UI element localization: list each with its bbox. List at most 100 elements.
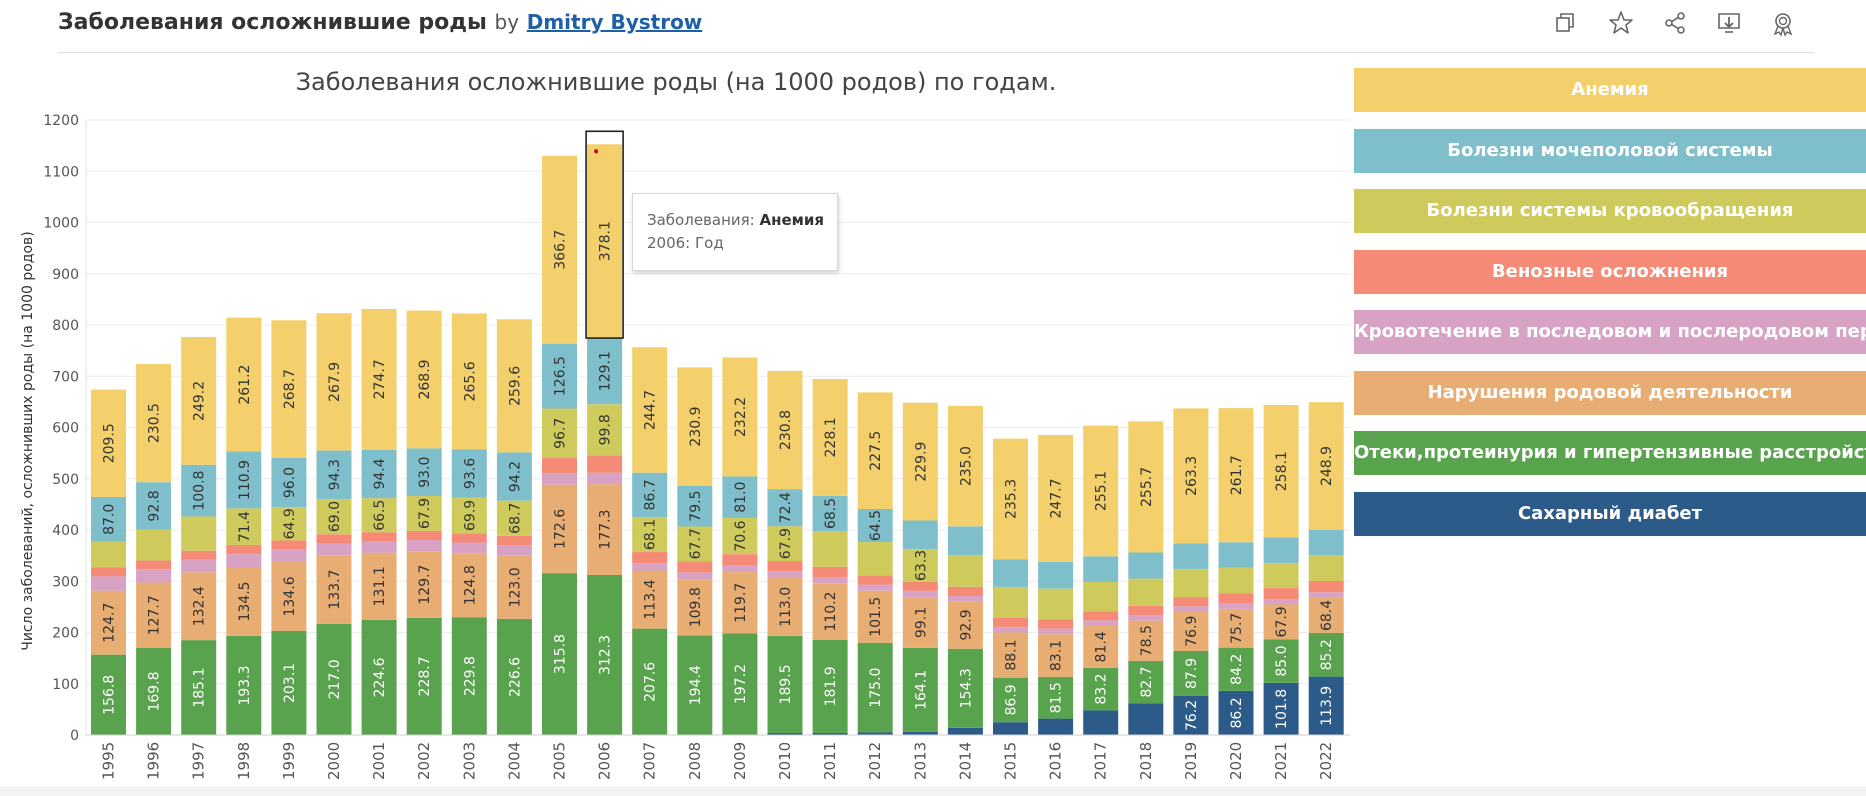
bar-segment[interactable]	[1128, 421, 1164, 553]
bar-segment[interactable]	[993, 586, 1028, 618]
bar-segment[interactable]	[271, 320, 307, 458]
bar-segment[interactable]	[993, 559, 1028, 587]
bar-segment[interactable]	[1083, 611, 1119, 621]
bar-segment[interactable]	[947, 596, 983, 602]
bar-segment[interactable]	[902, 581, 938, 591]
bar-segment[interactable]	[857, 642, 893, 733]
bar-segment[interactable]	[316, 498, 352, 535]
bar-segment[interactable]	[1263, 562, 1299, 589]
bar-segment[interactable]	[587, 404, 623, 456]
bar-segment[interactable]	[1083, 556, 1119, 582]
bar-segment[interactable]	[91, 567, 126, 577]
bar-segment[interactable]	[947, 601, 983, 649]
bar-segment[interactable]	[993, 632, 1028, 678]
bar-segment[interactable]	[632, 628, 668, 735]
bar-segment[interactable]	[496, 545, 532, 556]
bar-segment[interactable]	[406, 617, 442, 735]
bar-segment[interactable]	[767, 370, 803, 490]
bar-segment[interactable]	[722, 476, 758, 518]
bar-segment[interactable]	[271, 561, 307, 631]
bar-segment[interactable]	[993, 617, 1028, 627]
bar-segment[interactable]	[857, 584, 893, 591]
bar-segment[interactable]	[632, 472, 668, 518]
bar-segment[interactable]	[1218, 608, 1254, 648]
bar-segment[interactable]	[181, 516, 217, 551]
bar-segment[interactable]	[1038, 634, 1074, 677]
bar-segment[interactable]	[1263, 604, 1299, 640]
bar-segment[interactable]	[993, 626, 1028, 633]
bar-segment[interactable]	[902, 590, 938, 598]
bar-segment[interactable]	[1308, 632, 1344, 677]
bar-segment[interactable]	[1083, 667, 1119, 711]
bar-segment[interactable]	[542, 408, 577, 459]
bar-segment[interactable]	[496, 500, 532, 536]
bar-segment[interactable]	[1263, 537, 1299, 563]
bar-segment[interactable]	[767, 489, 803, 527]
bar-segment[interactable]	[947, 555, 983, 587]
bar-segment[interactable]	[136, 364, 172, 483]
bar-segment[interactable]	[1308, 402, 1344, 530]
bar-segment[interactable]	[91, 590, 126, 655]
bar-segment[interactable]	[406, 551, 442, 618]
bar-segment[interactable]	[451, 497, 487, 534]
bar-segment[interactable]	[947, 526, 983, 556]
bar-segment[interactable]	[226, 317, 262, 452]
bar-segment[interactable]	[1218, 567, 1254, 594]
bar-segment[interactable]	[1083, 626, 1119, 668]
bar-segment[interactable]	[902, 402, 938, 521]
bar-segment[interactable]	[677, 572, 713, 580]
bar-segment[interactable]	[1173, 611, 1209, 651]
bar-segment[interactable]	[677, 561, 713, 573]
bar-segment[interactable]	[542, 155, 577, 344]
bar-segment[interactable]	[1173, 606, 1209, 612]
favorite-star-icon[interactable]	[1606, 8, 1636, 38]
bar-segment[interactable]	[857, 542, 893, 576]
legend-item[interactable]: Отеки,протеинурия и гипертензивные расст…	[1354, 431, 1866, 475]
bar-segment[interactable]	[136, 647, 172, 735]
bar-segment[interactable]	[361, 619, 397, 735]
bar-segment[interactable]	[722, 633, 758, 735]
bar-segment[interactable]	[1038, 561, 1074, 589]
legend-item[interactable]: Болезни системы кровообращения	[1354, 189, 1866, 233]
bar-segment[interactable]	[1128, 703, 1164, 735]
bar-segment[interactable]	[136, 569, 172, 583]
legend-item[interactable]: Болезни мочеполовой системы	[1354, 128, 1866, 173]
bar-segment[interactable]	[181, 640, 217, 735]
bar-segment[interactable]	[181, 550, 217, 560]
bar-segment[interactable]	[1173, 543, 1209, 569]
bar-segment[interactable]	[226, 451, 262, 509]
bar-segment[interactable]	[1173, 408, 1209, 544]
bar-segment[interactable]	[632, 552, 668, 564]
bar-segment[interactable]	[1038, 628, 1074, 635]
bar-segment[interactable]	[722, 517, 758, 555]
bar-segment[interactable]	[1218, 647, 1254, 691]
bar-segment[interactable]	[226, 544, 262, 555]
bar-segment[interactable]	[542, 573, 577, 735]
bar-segment[interactable]	[1128, 578, 1164, 606]
bar-segment[interactable]	[1263, 682, 1299, 735]
bar-segment[interactable]	[1263, 599, 1299, 605]
bar-segment[interactable]	[632, 563, 668, 571]
bar-segment[interactable]	[677, 367, 713, 486]
download-icon[interactable]	[1714, 8, 1744, 38]
legend-item[interactable]: Нарушения родовой деятельности	[1354, 370, 1866, 415]
bar-segment[interactable]	[1218, 593, 1254, 604]
bar-segment[interactable]	[812, 495, 848, 531]
bar-segment[interactable]	[857, 590, 893, 643]
bar-segment[interactable]	[1218, 603, 1254, 609]
bar-segment[interactable]	[587, 338, 623, 405]
legend-item[interactable]: Анемия	[1354, 68, 1866, 112]
bar-segment[interactable]	[316, 543, 352, 556]
bar-segment[interactable]	[857, 732, 893, 735]
bar-segment[interactable]	[406, 496, 442, 531]
bar-segment[interactable]	[587, 144, 623, 339]
legend-item[interactable]: Венозные осложнения	[1354, 249, 1866, 294]
bar-segment[interactable]	[1173, 568, 1209, 598]
bar-segment[interactable]	[91, 654, 126, 735]
bar-segment[interactable]	[406, 530, 442, 541]
bar-segment[interactable]	[1038, 676, 1074, 719]
bar-segment[interactable]	[587, 574, 623, 735]
bar-segment[interactable]	[947, 648, 983, 728]
bar-segment[interactable]	[902, 647, 938, 732]
bar-segment[interactable]	[1128, 552, 1164, 579]
